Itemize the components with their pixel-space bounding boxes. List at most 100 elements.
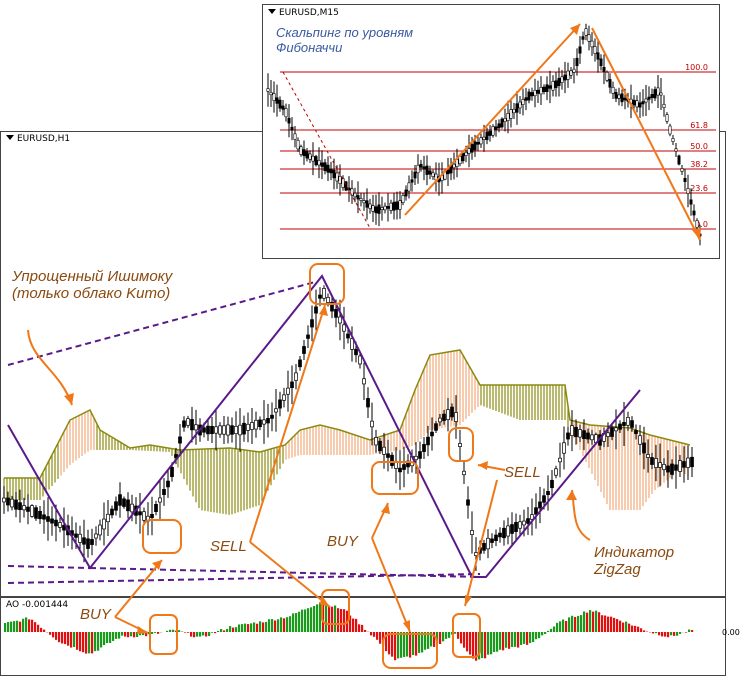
ao-bar <box>388 632 391 655</box>
inset-candle-body <box>416 164 420 174</box>
ao-bar <box>472 632 475 659</box>
ao-bar <box>361 624 364 632</box>
ao-bar <box>97 632 100 651</box>
inset-candle-body <box>380 207 384 211</box>
ao-bar <box>457 632 460 639</box>
candle-body <box>382 446 386 455</box>
candle-body <box>330 301 334 312</box>
candle-body <box>294 372 298 381</box>
candle-body <box>190 419 194 431</box>
ao-bar <box>445 632 448 639</box>
candle-body <box>486 537 490 550</box>
ao-bar <box>679 632 682 634</box>
inset-candle-body <box>662 104 666 108</box>
candle-body <box>674 464 678 471</box>
ao-bar <box>502 632 505 651</box>
ao-bar <box>25 617 28 632</box>
ao-bar <box>496 632 499 652</box>
sell-right-arrow-down <box>464 479 498 607</box>
candle-body <box>158 497 162 503</box>
inset-candle-body <box>518 101 522 109</box>
inset-candle-body <box>569 70 573 76</box>
candle-body <box>450 406 454 418</box>
ao-bar <box>319 602 322 632</box>
inset-candle-body <box>617 94 621 99</box>
ao-bar <box>400 632 403 658</box>
candle-body <box>74 533 78 538</box>
inset-candle-body <box>593 46 597 54</box>
ao-bar <box>667 632 670 638</box>
ao-bar <box>607 616 610 632</box>
candle-body <box>90 539 94 545</box>
candle-body <box>170 466 174 478</box>
inset-candle-body <box>584 28 588 36</box>
ao-bar <box>529 632 532 644</box>
ao-bar <box>22 618 25 632</box>
candle-body <box>210 425 214 435</box>
ao-bar <box>241 624 244 632</box>
candle-body <box>550 479 554 489</box>
inset-candle-body <box>557 77 561 87</box>
chart-menu-icon[interactable] <box>6 135 14 140</box>
ao-bar <box>103 632 106 646</box>
ao-bar <box>661 632 664 637</box>
inset-candle-body <box>527 91 531 101</box>
candle-body <box>518 521 522 529</box>
candle-body <box>118 494 122 506</box>
candle-body <box>578 429 582 438</box>
candle-body <box>18 502 22 510</box>
ao-bar <box>421 632 424 653</box>
inset-candle-body <box>695 220 699 228</box>
main-chart-title: EURUSD,H1 <box>6 134 70 144</box>
ao-bar <box>19 621 22 632</box>
candle-body <box>310 319 314 328</box>
candle-body <box>402 464 406 470</box>
zigzag-label-line2: ZigZag <box>594 561 641 578</box>
ao-bar <box>613 617 616 632</box>
candle-body <box>462 470 466 476</box>
candle-body <box>538 501 542 509</box>
candle-body <box>454 412 458 422</box>
candle-body <box>326 297 330 303</box>
ao-bar <box>514 632 517 647</box>
ao-bar <box>7 622 10 632</box>
candle-body <box>426 436 430 446</box>
inset-candle-body <box>281 105 285 110</box>
ao-bar <box>343 609 346 632</box>
inset-candle-body <box>668 125 672 135</box>
ao-bar <box>439 632 442 644</box>
candle-body <box>178 436 182 444</box>
candle-body <box>642 442 646 454</box>
inset-candle-body <box>488 130 492 136</box>
candle-body <box>502 527 506 539</box>
inset-candle-body <box>590 40 594 48</box>
candle-body <box>366 397 370 408</box>
buy-left-label: BUY <box>80 606 111 623</box>
ao-bar <box>325 603 328 632</box>
ao-bar <box>49 632 52 635</box>
candle-body <box>50 518 54 524</box>
candle-body <box>306 334 310 339</box>
inset-candle-body <box>608 79 612 88</box>
candle-body <box>194 424 198 431</box>
candle-body <box>606 432 610 437</box>
inset-candle-body <box>296 140 300 150</box>
inset-candle-body <box>473 141 477 151</box>
fib-label: 61.8 <box>690 121 708 130</box>
ao-bar <box>169 629 172 632</box>
inset-menu-icon[interactable] <box>268 9 276 14</box>
candle-body <box>270 414 274 419</box>
inset-candle-body <box>404 189 408 197</box>
candle-body <box>6 497 10 506</box>
candle-body <box>442 413 446 421</box>
inset-candle-body <box>683 178 687 182</box>
candle-body <box>686 457 690 468</box>
inset-candle-body <box>536 89 540 94</box>
ao-bar <box>82 632 85 653</box>
ao-bar <box>535 632 538 640</box>
ao-bar <box>268 619 271 632</box>
zigzag-label: Индикатор ZigZag <box>594 544 674 578</box>
zigzag-label-line1: Индикатор <box>594 544 675 561</box>
box-ao-3 <box>382 633 438 669</box>
inset-candle-body <box>425 165 429 175</box>
